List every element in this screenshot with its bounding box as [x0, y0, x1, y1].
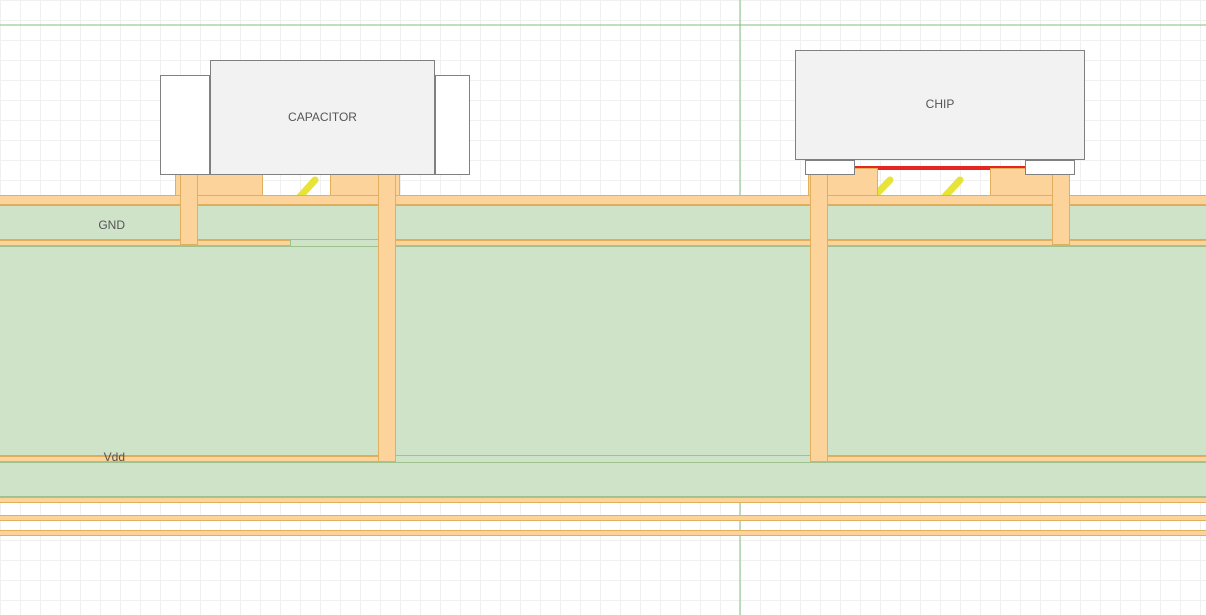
capacitor-lead-1 — [435, 75, 470, 175]
chip-lead-1 — [1025, 160, 1075, 175]
dielectric-main — [0, 246, 1206, 456]
vdd-plane — [0, 462, 1206, 497]
gap-vdd-copper-top — [395, 456, 815, 462]
vdd-copper-bot — [0, 497, 1206, 503]
bottom-strip-2 — [0, 530, 1206, 536]
chip-lead-0 — [805, 160, 855, 175]
label-gnd: GND — [70, 218, 125, 232]
chip-label: CHIP — [795, 97, 1085, 111]
chip-via-left — [810, 172, 828, 462]
cap-via-left — [180, 172, 198, 245]
cap-via-right — [378, 172, 396, 462]
chip-via-right — [1052, 172, 1070, 245]
label-vdd: Vdd — [70, 450, 125, 464]
capacitor-label: CAPACITOR — [210, 110, 435, 124]
pcb-cross-section-diagram: GND Vdd CAPACITOR CHIP — [0, 0, 1206, 615]
bottom-strip-1 — [0, 515, 1206, 521]
capacitor-lead-0 — [160, 75, 210, 175]
